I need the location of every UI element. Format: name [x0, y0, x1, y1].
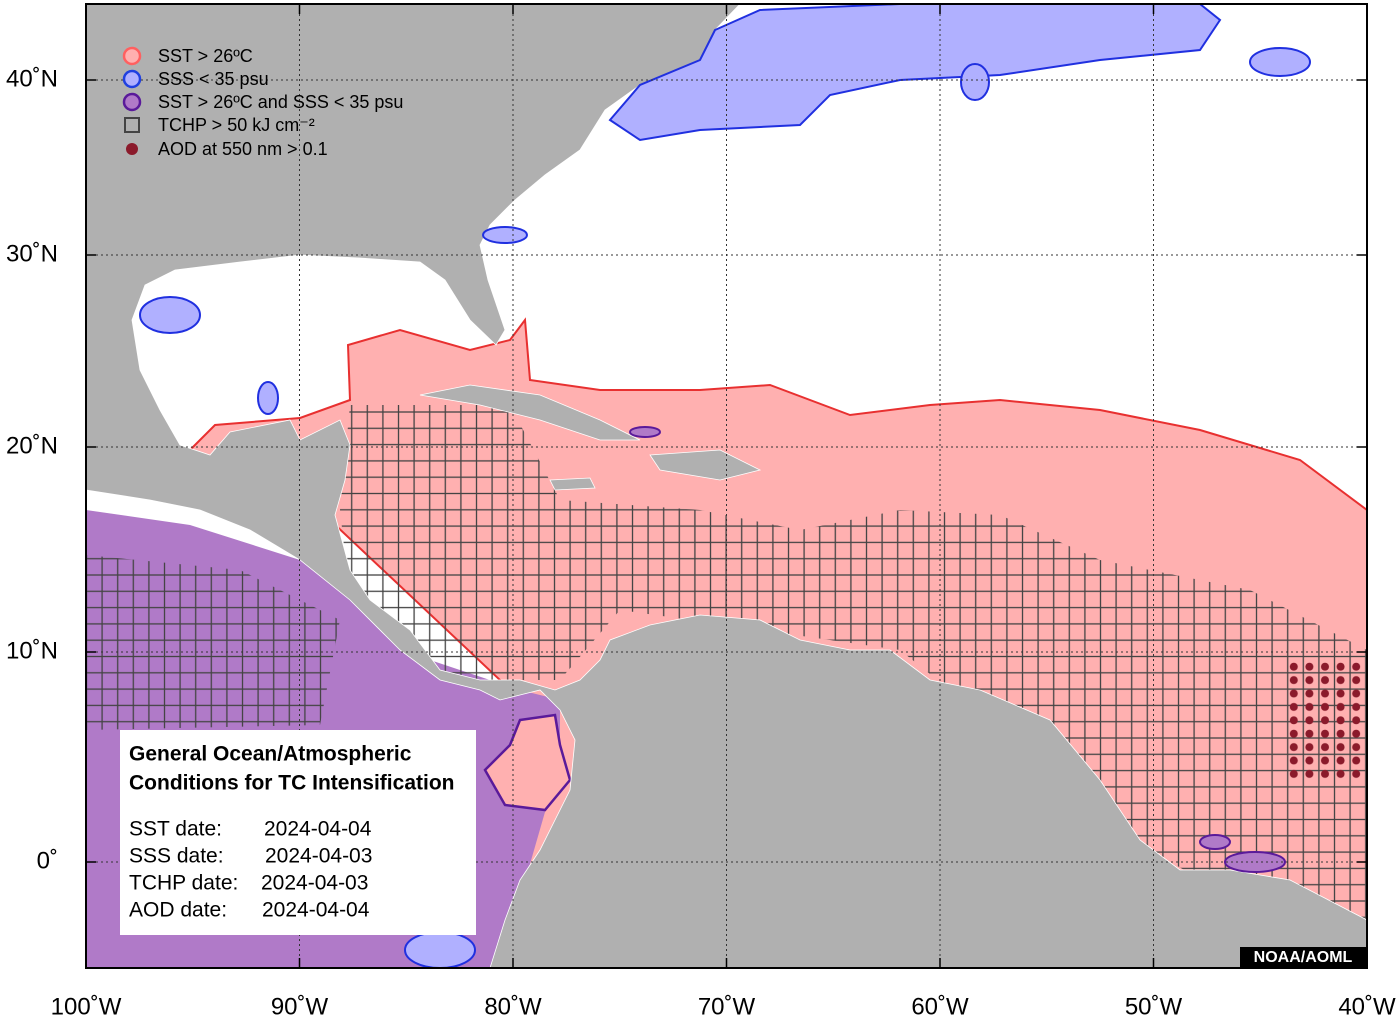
info-background	[120, 730, 476, 935]
sss-region	[139, 4, 1311, 968]
credit-background	[1240, 947, 1366, 968]
y-tick-label: 40˚N	[6, 65, 58, 92]
legend-label: SSS < 35 psu	[158, 69, 269, 89]
sst-sss-blob	[629, 426, 1286, 873]
credit: NOAA/AOML	[1254, 949, 1353, 966]
aod-region	[1286, 660, 1366, 780]
axes: 100˚W 90˚W 80˚W 70˚W 60˚W 50˚W 40˚W 40˚N 30˚N 20˚…	[6, 4, 1396, 1019]
legend-marker	[122, 69, 142, 89]
legend: SST > 26ºC SSS < 35 psu SST > 26ºC and S…	[122, 46, 403, 159]
legend-marker	[126, 143, 138, 155]
date-value: 2024-04-03	[261, 872, 368, 895]
info-box: General Ocean/Atmospheric Conditions for…	[120, 730, 476, 935]
y-tick-label: 10˚N	[6, 637, 58, 664]
y-tick-label: 30˚N	[6, 240, 58, 267]
info-title: General Ocean/Atmospheric	[129, 743, 412, 766]
date-value: 2024-04-03	[265, 845, 372, 868]
graticule	[86, 4, 1367, 968]
legend-label: SST > 26ºC and SSS < 35 psu	[158, 92, 403, 112]
date-label: AOD date:	[129, 899, 227, 922]
legend-marker	[122, 46, 142, 66]
tchp-region	[86, 405, 1367, 920]
x-tick-label: 80˚W	[484, 993, 542, 1019]
y-tick-label: 0˚	[37, 847, 58, 874]
x-tick-label: 70˚W	[698, 993, 756, 1019]
x-tick-label: 50˚W	[1125, 993, 1183, 1019]
land	[86, 4, 1367, 968]
x-tick-label: 90˚W	[271, 993, 329, 1019]
date-label: TCHP date:	[129, 872, 238, 895]
x-tick-label: 60˚W	[911, 993, 969, 1019]
info-title: Conditions for TC Intensification	[129, 772, 454, 795]
sst-blob	[483, 713, 572, 812]
date-label: SSS date:	[129, 845, 224, 868]
date-value: 2024-04-04	[264, 818, 372, 841]
y-tick-label: 20˚N	[6, 432, 58, 459]
x-tick-label: 40˚W	[1338, 993, 1396, 1019]
legend-label: SST > 26ºC	[158, 46, 253, 66]
legend-label: AOD at 550 nm > 0.1	[158, 139, 328, 159]
date-label: SST date:	[129, 818, 222, 841]
legend-label: TCHP > 50 kJ cm⁻²	[158, 115, 315, 135]
date-value: 2024-04-04	[262, 899, 370, 922]
x-tick-label: 100˚W	[51, 993, 122, 1019]
legend-marker	[124, 117, 140, 133]
legend-marker	[122, 92, 142, 112]
